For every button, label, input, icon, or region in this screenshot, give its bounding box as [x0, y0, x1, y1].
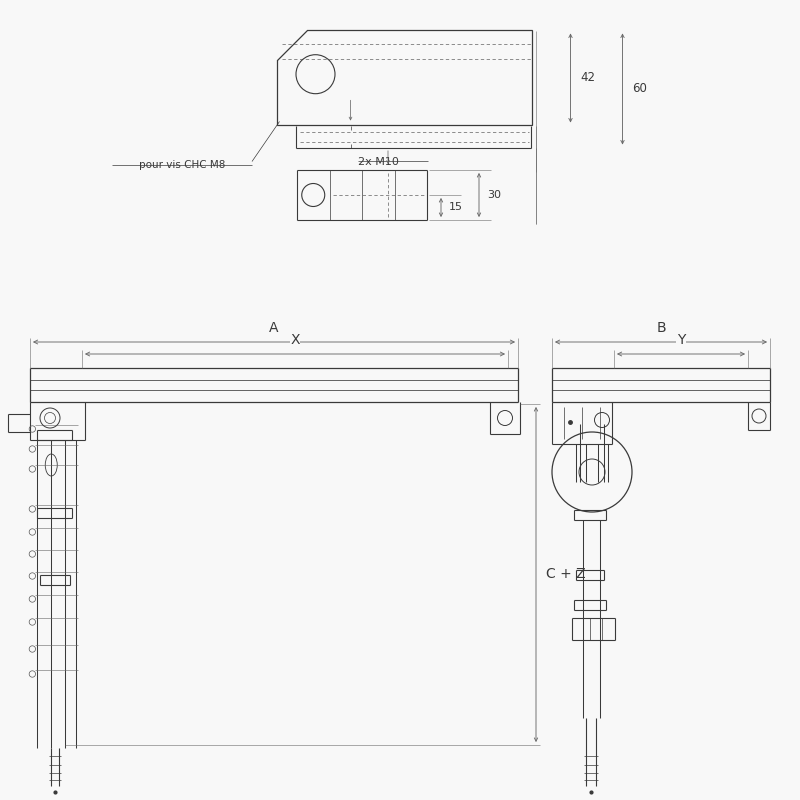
Text: pour vis CHC M8: pour vis CHC M8 — [139, 159, 225, 170]
Text: Y: Y — [677, 333, 685, 347]
Text: 30: 30 — [487, 190, 501, 200]
Text: 60: 60 — [633, 82, 647, 95]
Text: X: X — [290, 333, 300, 347]
Text: 42: 42 — [581, 71, 595, 85]
Text: 2x M10: 2x M10 — [358, 158, 398, 167]
Text: B: B — [656, 321, 666, 335]
Text: A: A — [270, 321, 278, 335]
Text: 15: 15 — [449, 202, 463, 213]
Text: C + Z: C + Z — [546, 567, 586, 582]
